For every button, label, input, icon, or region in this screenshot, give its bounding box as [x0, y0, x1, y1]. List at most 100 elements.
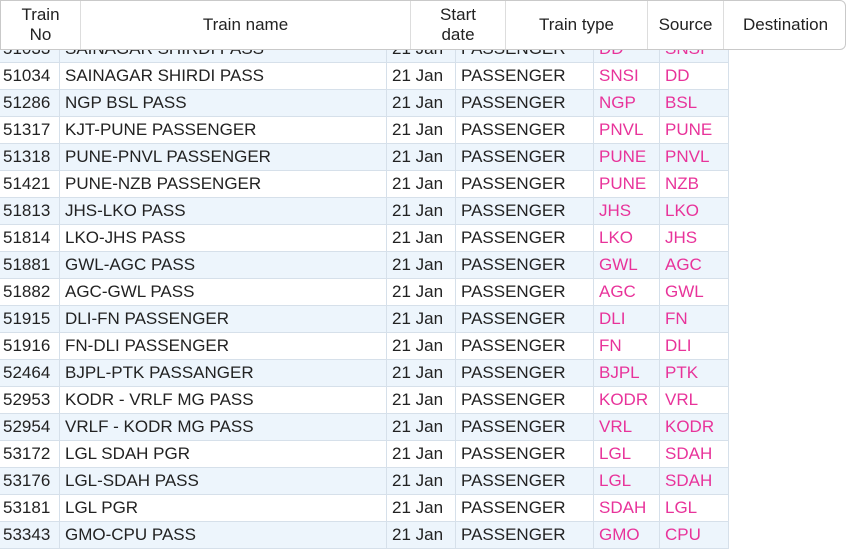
table-cell: 21 Jan [387, 333, 456, 359]
table-cell: KODR [660, 414, 729, 440]
column-header[interactable]: Train name [81, 1, 411, 49]
table-cell: 21 Jan [387, 522, 456, 548]
table-cell: DD [660, 63, 729, 89]
table-cell: GMO [594, 522, 660, 548]
column-header[interactable]: Start date [411, 1, 506, 49]
table-cell: 51286 [0, 90, 60, 116]
column-header-text: Train type [539, 15, 614, 34]
table-cell: PASSENGER [456, 225, 594, 251]
table-cell: LGL PGR [60, 495, 387, 521]
table-cell: PASSENGER [456, 90, 594, 116]
table-row: 51317 KJT-PUNE PASSENGER 21 Jan PASSENGER PN… [0, 117, 729, 144]
table-cell: PASSENGER [456, 306, 594, 332]
table-cell: VRL [660, 387, 729, 413]
table-row: 53176 LGL-SDAH PASS 21 Jan PASSENGER LGL SDAH [0, 468, 729, 495]
table-cell: LKO [594, 225, 660, 251]
table-cell: FN [594, 333, 660, 359]
table-cell: SNSI [594, 63, 660, 89]
table-cell: DLI [594, 306, 660, 332]
table-cell: PASSENGER [456, 198, 594, 224]
table-cell: PASSENGER [456, 279, 594, 305]
column-header-text: Train No [21, 5, 60, 44]
table-cell: 53343 [0, 522, 60, 548]
table-row: 52953 KODR - VRLF MG PASS 21 Jan PASSENGER K… [0, 387, 729, 414]
table-row: 51882 AGC-GWL PASS 21 Jan PASSENGER AGC GWL [0, 279, 729, 306]
table-row: 51916 FN-DLI PASSENGER 21 Jan PASSENGER FN DL… [0, 333, 729, 360]
table-cell: PASSENGER [456, 441, 594, 467]
column-header[interactable]: Source [648, 1, 724, 49]
column-header[interactable]: Train type [506, 1, 648, 49]
table-row: 51421 PUNE-NZB PASSENGER 21 Jan PASSENGER PU… [0, 171, 729, 198]
table-cell: SDAH [594, 495, 660, 521]
table-header: Train No Train name Start date Train type So… [0, 0, 846, 50]
table-cell: NGP BSL PASS [60, 90, 387, 116]
table-cell: 51814 [0, 225, 60, 251]
table-row: 53172 LGL SDAH PGR 21 Jan PASSENGER LGL SDAH [0, 441, 729, 468]
table-cell: PASSENGER [456, 144, 594, 170]
table-cell: 51033 [0, 50, 60, 62]
table-cell: PASSENGER [456, 50, 594, 62]
table-cell: SDAH [660, 441, 729, 467]
table-row: 53343 GMO-CPU PASS 21 Jan PASSENGER GMO CPU [0, 522, 729, 549]
table-cell: 21 Jan [387, 468, 456, 494]
table-cell: PASSENGER [456, 333, 594, 359]
table-cell: GWL-AGC PASS [60, 252, 387, 278]
table-cell: 52954 [0, 414, 60, 440]
table-cell: 52464 [0, 360, 60, 386]
table-cell: 21 Jan [387, 387, 456, 413]
table-cell: KODR - VRLF MG PASS [60, 387, 387, 413]
table-row: 53181 LGL PGR 21 Jan PASSENGER SDAH LGL [0, 495, 729, 522]
table-cell: BSL [660, 90, 729, 116]
table-cell: 21 Jan [387, 225, 456, 251]
table-cell: SDAH [660, 468, 729, 494]
table-cell: PUNE-PNVL PASSENGER [60, 144, 387, 170]
column-header-text: Destination [742, 15, 829, 34]
table-cell: KODR [594, 387, 660, 413]
table-cell: DLI [660, 333, 729, 359]
table-cell: 21 Jan [387, 252, 456, 278]
table-cell: 53181 [0, 495, 60, 521]
table-cell: PASSENGER [456, 63, 594, 89]
table-cell: JHS [660, 225, 729, 251]
table-cell: LGL [660, 495, 729, 521]
table-cell: SAINAGAR SHIRDI PASS [60, 50, 387, 62]
table-cell: JHS-LKO PASS [60, 198, 387, 224]
table-cell: 21 Jan [387, 495, 456, 521]
table-row: 51813 JHS-LKO PASS 21 Jan PASSENGER JHS LKO [0, 198, 729, 225]
table-cell: 21 Jan [387, 90, 456, 116]
table-cell: 51813 [0, 198, 60, 224]
table-cell: 51881 [0, 252, 60, 278]
table-cell: 21 Jan [387, 144, 456, 170]
table-row: 51286 NGP BSL PASS 21 Jan PASSENGER NGP BSL [0, 90, 729, 117]
table-row: 52954 VRLF - KODR MG PASS 21 Jan PASSENGER V… [0, 414, 729, 441]
table-cell: PNVL [594, 117, 660, 143]
table-cell: AGC-GWL PASS [60, 279, 387, 305]
table-cell: PASSENGER [456, 468, 594, 494]
table-cell: LGL SDAH PGR [60, 441, 387, 467]
table-cell: PUNE [594, 144, 660, 170]
table-cell: PUNE-NZB PASSENGER [60, 171, 387, 197]
table-row: 51915 DLI-FN PASSENGER 21 Jan PASSENGER DLI F… [0, 306, 729, 333]
table-cell: 21 Jan [387, 441, 456, 467]
table-cell: GWL [660, 279, 729, 305]
column-header-text: Source [658, 15, 713, 34]
table-cell: 52953 [0, 387, 60, 413]
table-cell: LKO-JHS PASS [60, 225, 387, 251]
table-cell: 51317 [0, 117, 60, 143]
table-cell: 21 Jan [387, 360, 456, 386]
table-cell: PUNE [660, 117, 729, 143]
table-cell: 21 Jan [387, 198, 456, 224]
column-header[interactable]: Train No [1, 1, 81, 49]
table-cell: LGL-SDAH PASS [60, 468, 387, 494]
column-header[interactable]: Destination [724, 1, 847, 49]
table-cell: PTK [660, 360, 729, 386]
table-cell: 51915 [0, 306, 60, 332]
table-cell: 21 Jan [387, 63, 456, 89]
table-cell: NGP [594, 90, 660, 116]
table-cell: FN-DLI PASSENGER [60, 333, 387, 359]
table-cell: 51034 [0, 63, 60, 89]
table-row: 51814 LKO-JHS PASS 21 Jan PASSENGER LKO JHS [0, 225, 729, 252]
